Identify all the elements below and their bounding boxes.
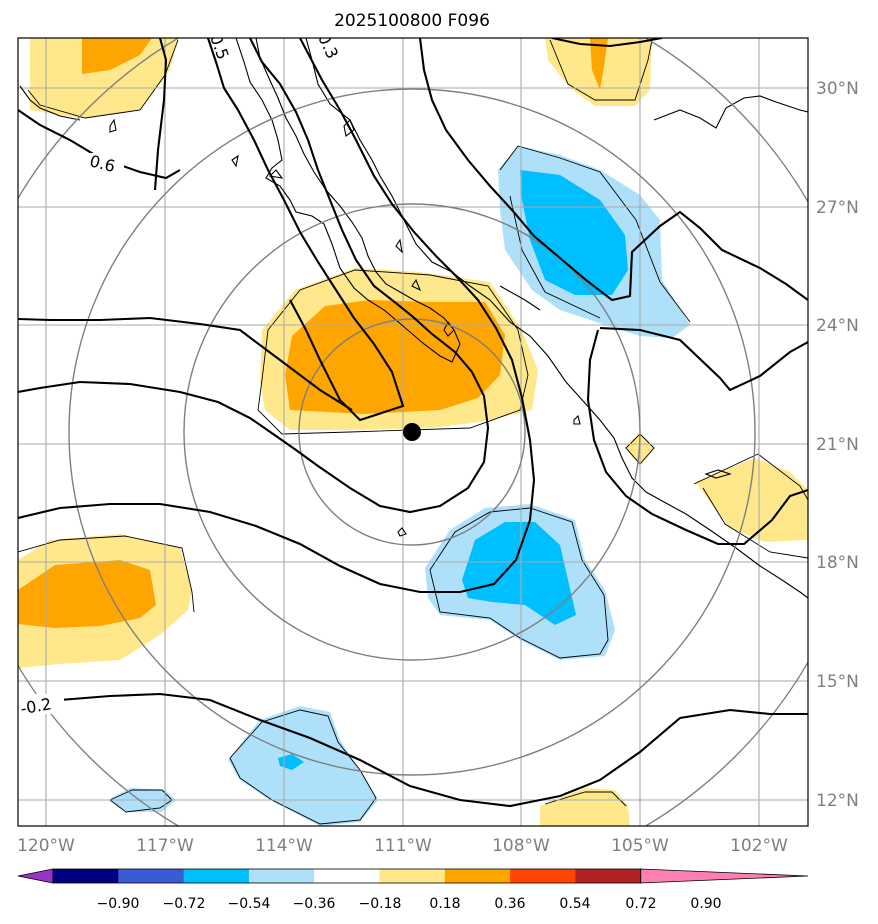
colorbar-segment xyxy=(183,869,250,883)
y-axis-labels: 12°N 15°N 18°N 21°N 24°N 27°N 30°N xyxy=(816,79,859,811)
colorbar-labels: −0.90 −0.72 −0.54 −0.36 −0.18 0.18 0.36 … xyxy=(97,896,722,912)
x-axis-labels: 120°W 117°W 114°W 111°W 108°W 105°W 102°… xyxy=(17,836,788,856)
x-tick-label: 114°W xyxy=(255,836,313,856)
colorbar-extend-low xyxy=(17,868,54,884)
positive-anomaly-mid xyxy=(18,38,608,628)
negative-anomaly-mid xyxy=(278,170,628,770)
x-tick-label: 120°W xyxy=(17,836,75,856)
coastlines xyxy=(19,38,808,599)
y-tick-label: 15°N xyxy=(816,672,859,692)
map-area: 0.6 0.5 0.3 -0.2 xyxy=(18,31,808,826)
y-tick-label: 21°N xyxy=(816,435,859,455)
x-tick-label: 102°W xyxy=(730,836,788,856)
colorbar xyxy=(17,868,809,884)
colorbar-tick-label: 0.90 xyxy=(690,896,721,912)
colorbar-tick-label: 0.54 xyxy=(559,896,590,912)
contour-lines xyxy=(18,38,808,808)
contour-label: 0.3 xyxy=(314,31,342,62)
colorbar-tick-label: −0.54 xyxy=(228,896,271,912)
colorbar-frame xyxy=(52,868,642,884)
colorbar-tick-label: 0.36 xyxy=(494,896,525,912)
chart-title: 2025100800 F096 xyxy=(334,11,490,31)
y-tick-label: 24°N xyxy=(816,316,859,336)
colorbar-tick-label: 0.18 xyxy=(429,896,460,912)
x-tick-label: 105°W xyxy=(611,836,669,856)
x-tick-label: 117°W xyxy=(136,836,194,856)
contour-label: 0.5 xyxy=(206,32,233,62)
range-rings xyxy=(18,38,808,826)
colorbar-extend-high xyxy=(640,868,809,884)
colorbar-segment xyxy=(510,869,576,883)
colorbar-segment xyxy=(53,869,119,883)
axes-frame xyxy=(17,37,809,827)
colorbar-tick-label: −0.18 xyxy=(359,896,402,912)
y-tick-label: 30°N xyxy=(816,79,859,99)
colorbar-tick-label: −0.36 xyxy=(293,896,336,912)
colorbar-segment xyxy=(379,869,446,883)
colorbar-tick-label: −0.72 xyxy=(163,896,206,912)
colorbar-segment xyxy=(575,869,642,883)
y-tick-label: 12°N xyxy=(816,791,859,811)
colorbar-segment xyxy=(118,869,185,883)
graticule xyxy=(18,38,808,826)
anomaly-outlines xyxy=(18,39,808,825)
y-tick-label: 27°N xyxy=(816,198,859,218)
contour-label-group: 0.6 0.5 0.3 -0.2 xyxy=(18,31,342,718)
contour-label: -0.2 xyxy=(19,694,53,718)
colorbar-segment xyxy=(314,869,380,883)
x-tick-label: 111°W xyxy=(374,836,432,856)
colorbar-tick-label: −0.90 xyxy=(97,896,140,912)
colorbar-segment xyxy=(444,869,511,883)
colorbar-tick-label: 0.72 xyxy=(625,896,656,912)
colorbar-segment xyxy=(248,869,315,883)
storm-center-marker xyxy=(403,423,421,441)
x-tick-label: 108°W xyxy=(492,836,550,856)
y-tick-label: 18°N xyxy=(816,553,859,573)
